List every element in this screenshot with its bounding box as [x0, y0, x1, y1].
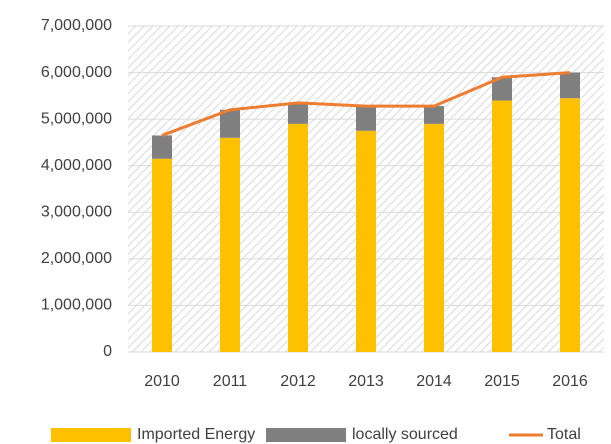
- y-tick-label: 7,000,000: [41, 17, 112, 34]
- bar: [356, 106, 376, 131]
- x-tick-label: 2010: [144, 373, 180, 390]
- legend-label: locally sourced: [352, 426, 458, 443]
- x-tick-label: 2012: [280, 373, 316, 390]
- legend-swatch: [51, 428, 131, 442]
- bar: [152, 158, 172, 352]
- x-tick-label: 2015: [484, 373, 520, 390]
- bar: [492, 77, 512, 101]
- bar: [492, 100, 512, 352]
- legend-label: Imported Energy: [137, 426, 255, 443]
- bar: [560, 98, 580, 352]
- x-tick-label: 2011: [213, 373, 248, 390]
- bar: [220, 137, 240, 352]
- bar: [424, 123, 444, 352]
- bar: [424, 106, 444, 124]
- legend-label: Total: [547, 426, 581, 443]
- total-line: [161, 71, 571, 137]
- bar: [220, 109, 240, 138]
- x-tick-label: 2013: [348, 373, 384, 390]
- y-tick-label: 3,000,000: [41, 204, 112, 221]
- bar: [152, 135, 172, 159]
- y-tick-label: 0: [103, 343, 112, 360]
- y-tick-label: 1,000,000: [41, 297, 112, 314]
- x-tick-label: 2016: [552, 373, 588, 390]
- legend-swatch: [266, 428, 346, 442]
- y-tick-label: 2,000,000: [41, 250, 112, 267]
- bar: [288, 123, 308, 352]
- bar: [560, 72, 580, 99]
- bar: [356, 130, 376, 352]
- y-tick-label: 4,000,000: [41, 157, 112, 174]
- bar: [288, 102, 308, 124]
- y-tick-label: 5,000,000: [41, 110, 112, 127]
- y-tick-label: 6,000,000: [41, 64, 112, 81]
- x-tick-label: 2014: [416, 373, 452, 390]
